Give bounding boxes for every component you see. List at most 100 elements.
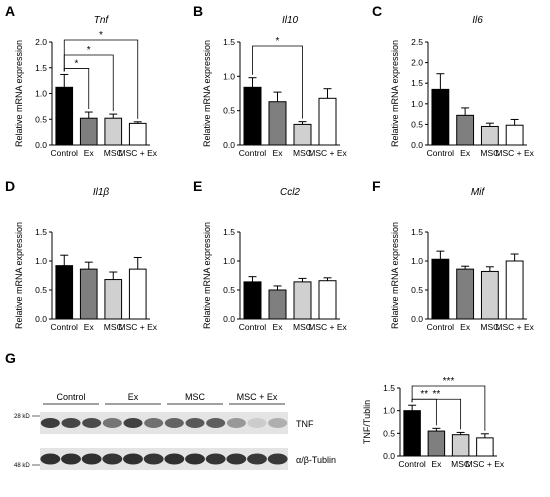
tnf-band — [226, 418, 246, 428]
x-tick-label: MSC — [104, 322, 123, 332]
y-tick-label: 1.0 — [35, 89, 47, 99]
significance-label: * — [276, 36, 280, 47]
x-tick-label: Control — [51, 148, 79, 158]
x-tick-label: MSC + Ex — [308, 148, 347, 158]
bar-ex — [427, 430, 446, 457]
tnf-band — [164, 418, 184, 428]
y-tick-label: 0.5 — [383, 428, 395, 438]
panel-letter: B — [193, 3, 203, 19]
significance-label: * — [99, 30, 103, 41]
blot-group-label: MSC — [185, 392, 206, 402]
x-tick-label: MSC — [480, 322, 499, 332]
panel-letter: E — [193, 178, 202, 194]
tnf-band — [206, 418, 226, 428]
bar-msc — [293, 123, 312, 146]
y-tick-label: 0.0 — [411, 140, 423, 150]
x-tick-label: Control — [51, 322, 79, 332]
x-tick-label: MSC + Ex — [119, 148, 158, 158]
y-tick-label: 0.0 — [223, 140, 235, 150]
y-tick-label: 0.0 — [35, 140, 47, 150]
chart-title: Tnf — [94, 15, 110, 26]
bar-control — [243, 281, 262, 320]
x-tick-label: MSC + Ex — [495, 322, 534, 332]
panel-letter: F — [372, 178, 381, 194]
y-tick-label: 0.5 — [223, 106, 235, 116]
bar-control — [431, 88, 450, 146]
bar-msc — [293, 281, 312, 320]
bar-control — [55, 86, 74, 146]
significance-bracket — [63, 39, 139, 119]
bar-msc-ex — [505, 124, 524, 146]
chart-title: Mif — [471, 187, 486, 198]
band-label-tubulin: α/β-Tublin — [296, 455, 336, 465]
significance-bracket — [252, 45, 303, 119]
tnf-band — [247, 418, 267, 428]
chart-title: Il6 — [472, 15, 483, 26]
x-tick-label: MSC — [293, 148, 312, 158]
bar-control — [55, 265, 74, 320]
tubulin-band — [205, 453, 226, 465]
y-tick-label: 2.0 — [35, 37, 47, 47]
x-tick-label: Control — [239, 322, 267, 332]
bar-msc — [104, 117, 123, 146]
y-tick-label: 0.5 — [223, 285, 235, 295]
y-tick-label: 1.5 — [35, 227, 47, 237]
bar-control — [431, 258, 450, 320]
y-tick-label: 2.0 — [411, 58, 423, 68]
y-tick-label: 1.5 — [223, 227, 235, 237]
tubulin-band — [102, 453, 123, 465]
x-tick-label: Control — [239, 148, 267, 158]
y-tick-label: 0.0 — [383, 451, 395, 461]
chart-panel-a: A Tnf 0.0 0.5 1.0 1.5 2.0 Relative mRNA express… — [5, 3, 158, 158]
significance-label: ** — [420, 389, 428, 400]
x-tick-label: Ex — [84, 148, 95, 158]
tubulin-band — [267, 453, 288, 465]
tnf-band — [40, 418, 60, 428]
y-tick-label: 1.0 — [411, 99, 423, 109]
tubulin-band — [226, 453, 247, 465]
y-tick-label: 0.5 — [35, 114, 47, 124]
y-tick-label: 1.0 — [411, 256, 423, 266]
bar-msc — [104, 279, 123, 320]
chart-panel-b: B Il10 0.0 0.5 1.0 1.5 Relative mRNA expressio… — [193, 3, 347, 158]
tubulin-band — [185, 453, 205, 465]
y-axis-label: TNF/Tublin — [362, 400, 372, 444]
chart-panel-d: D Il1β 0.0 0.5 1.0 1.5 Relative mRNA expressio… — [5, 178, 158, 332]
significance-bracket — [411, 385, 486, 431]
western-blot: G Control Ex MSC MSC + Ex 28 kD 48 kD TNF α/β-Tu… — [5, 350, 336, 470]
x-tick-label: Control — [427, 322, 455, 332]
marker-label-28kd: 28 kD — [14, 414, 30, 420]
y-tick-label: 1.0 — [383, 406, 395, 416]
y-tick-label: 0.0 — [411, 314, 423, 324]
y-axis-label: Relative mRNA expression — [14, 222, 24, 329]
x-tick-label: Ex — [273, 322, 284, 332]
x-tick-label: MSC + Ex — [119, 322, 158, 332]
marker-label-48kd: 48 kD — [14, 463, 30, 469]
y-axis-label: Relative mRNA expression — [14, 40, 24, 147]
y-tick-label: 1.5 — [411, 78, 423, 88]
bar-msc-ex — [128, 268, 147, 320]
tnf-band — [82, 418, 102, 428]
chart-panel-e: E Ccl2 0.0 0.5 1.0 1.5 Relative mRNA expressio… — [193, 178, 347, 332]
significance-label: ** — [432, 389, 440, 400]
chart-panel-f: F Mif 0.0 0.5 1.0 1.5 Relative mRNA expression… — [372, 178, 535, 332]
bar-msc — [451, 434, 470, 457]
tubulin-band — [164, 453, 185, 465]
bar-msc-ex — [318, 280, 337, 320]
bar-msc-ex — [505, 260, 524, 320]
blot-group-label: Ex — [128, 392, 139, 402]
tnf-band — [123, 418, 143, 428]
y-tick-label: 0.5 — [35, 285, 47, 295]
band-label-tnf: TNF — [296, 419, 314, 429]
x-tick-label: Ex — [84, 322, 95, 332]
x-tick-label: Control — [427, 148, 455, 158]
significance-label: * — [75, 58, 79, 69]
chart-panel-c: C Il6 0.0 0.5 1.0 1.5 2.0 2.5 Relative mRNA expr… — [372, 3, 535, 158]
y-tick-label: 0.5 — [411, 119, 423, 129]
panel-letter: C — [372, 3, 382, 19]
y-tick-label: 1.0 — [223, 256, 235, 266]
significance-label: *** — [443, 376, 455, 387]
bar-msc — [480, 270, 499, 320]
y-tick-label: 0.0 — [223, 314, 235, 324]
